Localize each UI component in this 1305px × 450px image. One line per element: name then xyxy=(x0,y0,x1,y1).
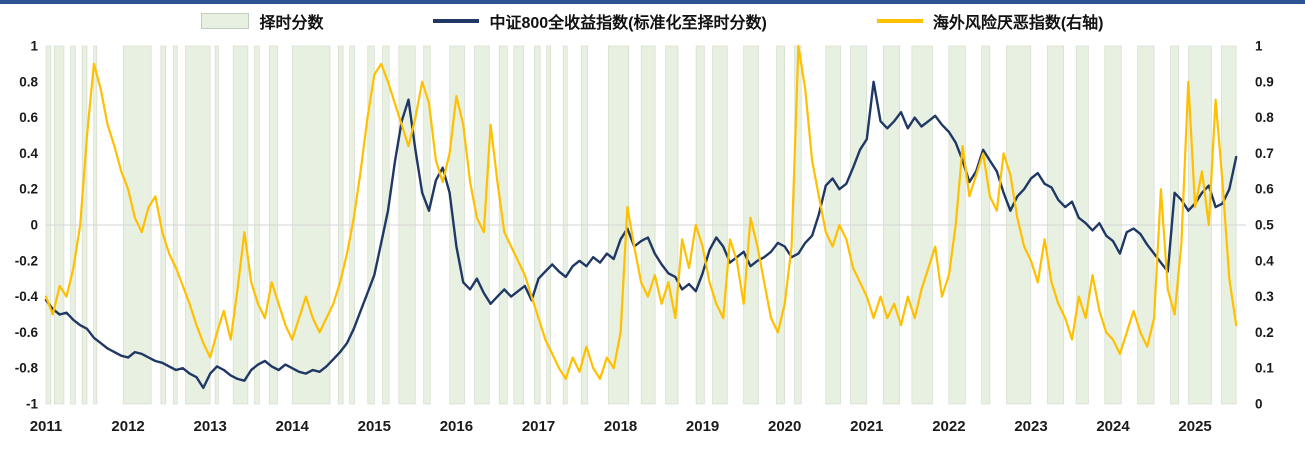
chart-canvas: 1 0.8 0.6 0.4 0.2 0 -0.2 -0.4 -0.6 -0.8 -1 1 0.9 0.8 0… xyxy=(15,39,1275,436)
svg-text:0: 0 xyxy=(30,218,38,233)
legend-label-timing-score: 择时分数 xyxy=(259,15,324,32)
svg-text:-0.6: -0.6 xyxy=(15,325,39,340)
svg-text:2017: 2017 xyxy=(522,418,555,435)
svg-text:2018: 2018 xyxy=(604,418,637,435)
svg-text:2020: 2020 xyxy=(768,418,801,435)
risk-aversion-line xyxy=(44,44,1238,380)
svg-text:2022: 2022 xyxy=(932,418,965,435)
svg-text:2016: 2016 xyxy=(440,418,473,435)
svg-text:2023: 2023 xyxy=(1014,418,1047,435)
svg-text:-0.4: -0.4 xyxy=(15,289,39,304)
legend-label-risk-aversion: 海外风险厌恶指数(右轴) xyxy=(932,15,1104,32)
svg-text:2015: 2015 xyxy=(358,418,391,435)
svg-text:0.4: 0.4 xyxy=(19,146,38,161)
svg-text:-1: -1 xyxy=(26,397,38,412)
svg-text:0.7: 0.7 xyxy=(1255,146,1274,161)
x-axis-labels: 2011 2012 2013 2014 2015 2016 2017 2018 2019 2020… xyxy=(30,418,1212,435)
svg-text:0.5: 0.5 xyxy=(1255,218,1274,233)
right-axis-labels: 1 0.9 0.8 0.7 0.6 0.5 0.4 0.3 0.2 0.1 0 xyxy=(1255,39,1274,412)
svg-text:0.9: 0.9 xyxy=(1255,74,1274,89)
svg-text:2024: 2024 xyxy=(1096,418,1130,435)
svg-text:0.2: 0.2 xyxy=(19,182,38,197)
svg-text:2019: 2019 xyxy=(686,418,719,435)
legend-item-csi800: 中证800全收益指数(标准化至择时分数) xyxy=(433,9,767,33)
svg-text:2021: 2021 xyxy=(850,418,883,435)
svg-text:0.6: 0.6 xyxy=(19,110,38,125)
svg-text:-0.2: -0.2 xyxy=(15,253,38,268)
svg-text:2025: 2025 xyxy=(1178,418,1211,435)
svg-text:1: 1 xyxy=(1255,39,1263,54)
svg-text:2014: 2014 xyxy=(276,418,310,435)
top-divider xyxy=(0,0,1305,4)
left-axis-labels: 1 0.8 0.6 0.4 0.2 0 -0.2 -0.4 -0.6 -0.8 -1 xyxy=(15,39,39,412)
svg-text:1: 1 xyxy=(30,39,38,54)
svg-text:0.8: 0.8 xyxy=(1255,110,1274,125)
svg-text:2012: 2012 xyxy=(111,418,144,435)
legend-item-risk-aversion: 海外风险厌恶指数(右轴) xyxy=(876,9,1104,33)
svg-text:2013: 2013 xyxy=(194,418,227,435)
svg-text:0.8: 0.8 xyxy=(19,74,38,89)
csi800-line xyxy=(44,80,1238,390)
legend-label-csi800: 中证800全收益指数(标准化至择时分数) xyxy=(489,15,767,32)
legend-item-timing-score: 择时分数 xyxy=(201,9,323,33)
svg-text:0.2: 0.2 xyxy=(1255,325,1274,340)
timing-score-swatch xyxy=(201,13,250,29)
svg-text:0.3: 0.3 xyxy=(1255,289,1274,304)
risk-aversion-line-swatch xyxy=(876,19,923,23)
svg-text:0.4: 0.4 xyxy=(1255,253,1274,268)
csi800-line-swatch xyxy=(433,19,480,23)
svg-text:0.6: 0.6 xyxy=(1255,182,1274,197)
svg-text:0: 0 xyxy=(1255,397,1263,412)
svg-text:0.1: 0.1 xyxy=(1255,361,1274,376)
svg-text:2011: 2011 xyxy=(30,418,63,435)
svg-text:-0.8: -0.8 xyxy=(15,361,39,376)
chart-legend: 择时分数 中证800全收益指数(标准化至择时分数) 海外风险厌恶指数(右轴) xyxy=(0,4,1305,38)
